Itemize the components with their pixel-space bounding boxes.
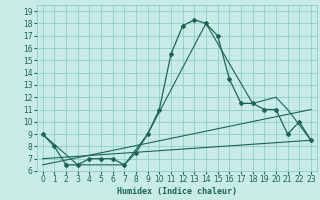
- X-axis label: Humidex (Indice chaleur): Humidex (Indice chaleur): [117, 187, 237, 196]
